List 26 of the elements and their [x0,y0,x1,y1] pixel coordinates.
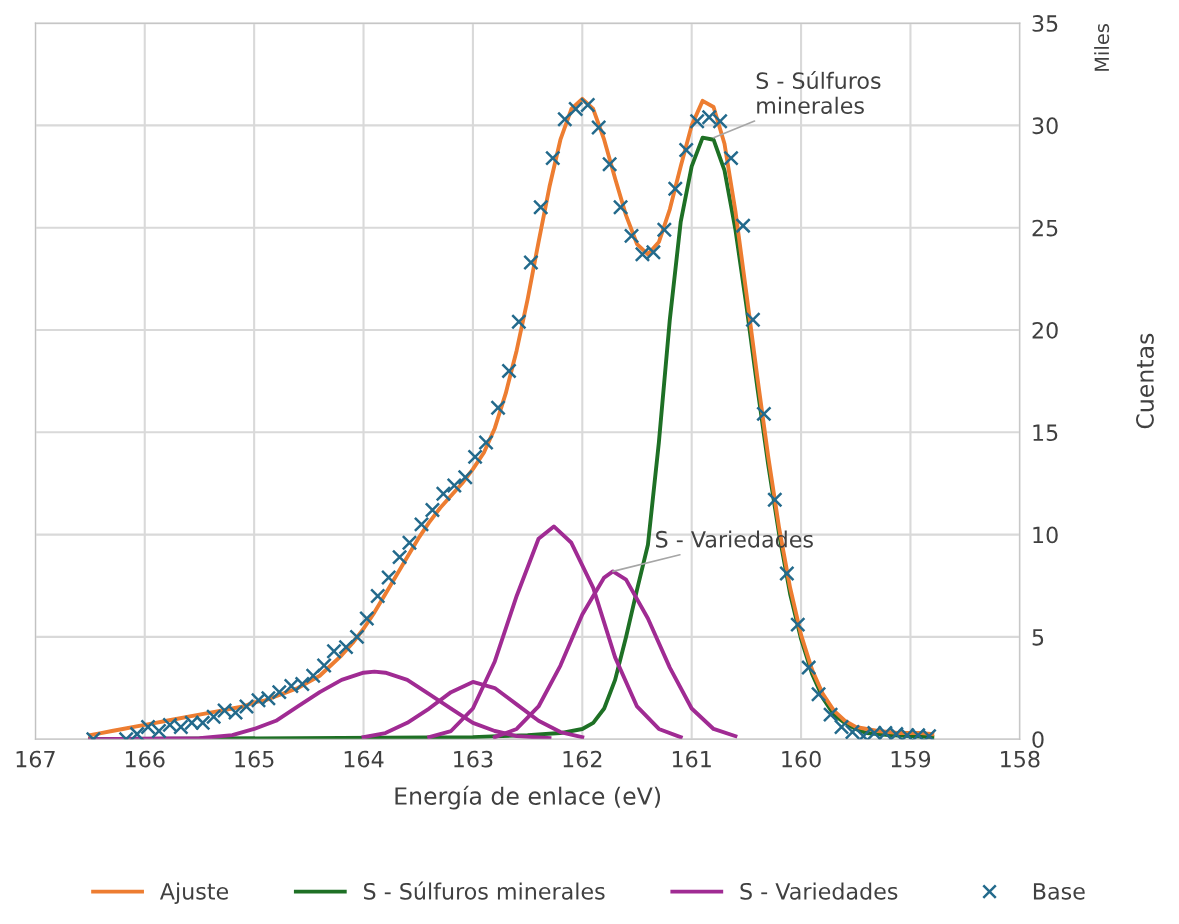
y-tick-label: 25 [1032,219,1058,237]
x-axis-title: Energía de enlace (eV) [395,785,661,810]
y-tick-label: 30 [1032,117,1058,135]
y-tick-label: 0 [1032,731,1044,748]
y-tick-label: 10 [1033,526,1058,544]
legend-label: Base [1033,883,1085,900]
x-tick-label: 159 [891,750,931,768]
x-tick-label: 162 [563,750,602,768]
x-tick-label: 164 [344,750,384,768]
x-tick-label: 161 [672,750,711,768]
y-tick-label: 15 [1033,424,1058,442]
x-tick-label: 165 [235,750,274,768]
x-tick-label: 160 [782,750,821,768]
x-tick-label: 166 [125,750,165,768]
legend-label: S - Variedades [740,882,898,900]
y-tick-label: 5 [1032,629,1044,646]
legend-label: Ajuste [159,882,229,904]
y-tick-label: 35 [1032,15,1058,32]
y-axis-title: Cuentas [1136,333,1154,429]
legend-label: S - Súlfuros minerales [364,881,605,900]
x-tick-label: 167 [16,750,55,768]
x-tick-label: 163 [454,750,493,768]
y-tick-label: 20 [1032,321,1058,339]
x-tick-label: 158 [1001,750,1040,768]
annotation: S - Súlfuros minerales [756,70,881,114]
text: Miles [1094,24,1110,71]
